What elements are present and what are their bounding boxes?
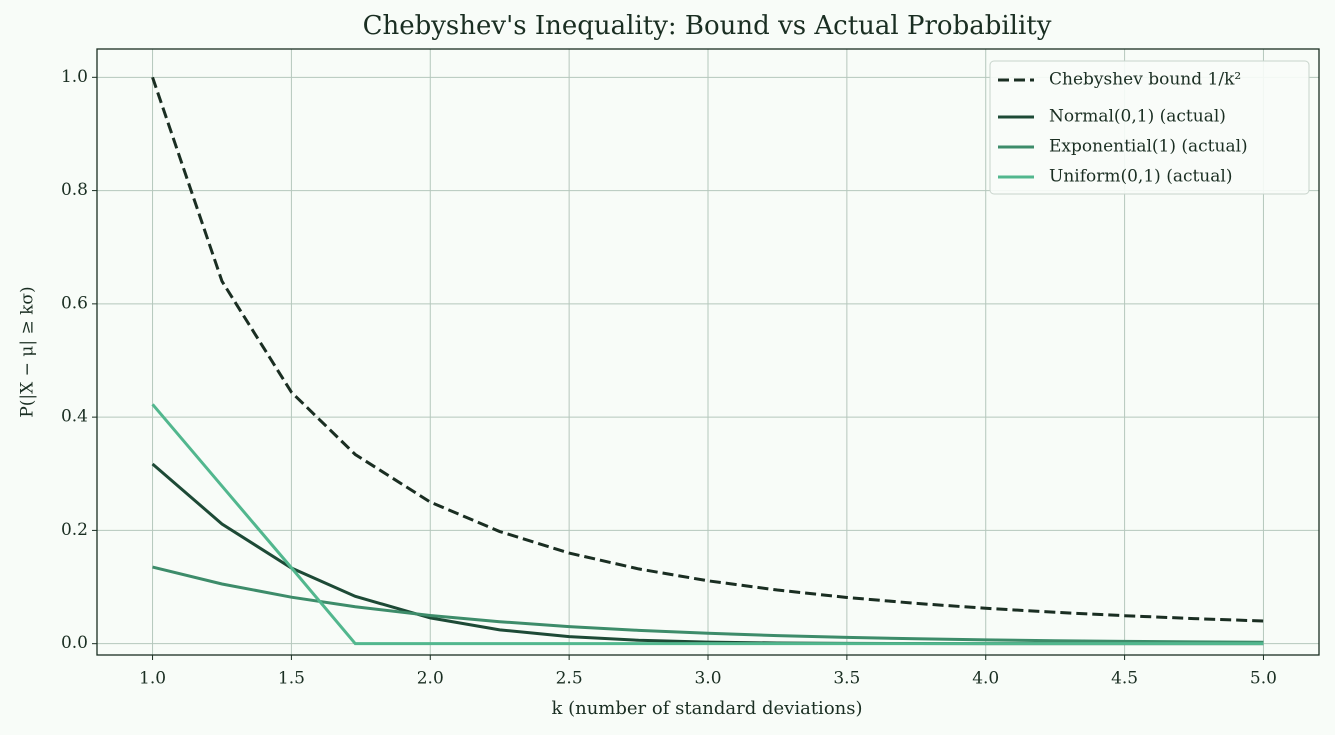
y-tick-label: 1.0 [61,67,88,87]
series-line [151,403,1264,646]
x-tick-label: 4.0 [972,669,999,689]
legend-label: Exponential(1) (actual) [1049,137,1248,157]
series-line [152,565,1264,644]
legend-label: Uniform(0,1) (actual) [1049,167,1232,187]
chart-title: Chebyshev's Inequality: Bound vs Actual … [363,11,1052,41]
x-tick-label: 3.0 [694,669,721,689]
x-tick-label: 2.5 [556,669,583,689]
y-tick-label: 0.6 [61,293,88,313]
y-tick-label: 0.0 [61,633,88,653]
x-tick-label: 1.0 [139,669,166,689]
y-tick-label: 0.8 [61,180,88,200]
legend-label: Normal(0,1) (actual) [1049,107,1226,127]
x-tick-label: 1.5 [278,669,305,689]
x-tick-label: 3.5 [833,669,860,689]
y-tick-label: 0.2 [61,520,88,540]
legend-box [989,60,1310,195]
plot-frame [96,48,1320,656]
x-tick-label: 2.0 [417,669,444,689]
legend-label: Chebyshev bound 1/k² [1049,70,1241,90]
y-axis-label: P(|X − μ| ≥ kσ) [18,286,38,417]
series-line [151,76,1264,623]
x-tick-label: 4.5 [1111,669,1138,689]
x-axis-label: k (number of standard deviations) [551,698,862,719]
y-tick-label: 0.4 [61,407,88,427]
x-tick-label: 5.0 [1250,669,1277,689]
